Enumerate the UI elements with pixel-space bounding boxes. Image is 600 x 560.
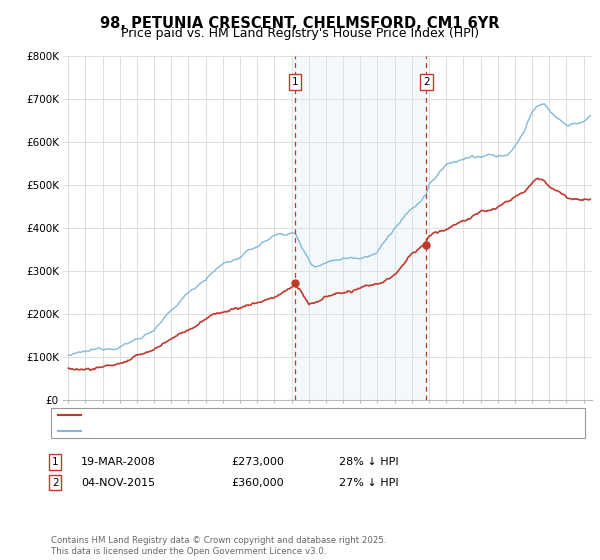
Text: 27% ↓ HPI: 27% ↓ HPI [339, 478, 398, 488]
Text: Contains HM Land Registry data © Crown copyright and database right 2025.
This d: Contains HM Land Registry data © Crown c… [51, 536, 386, 556]
Text: 04-NOV-2015: 04-NOV-2015 [81, 478, 155, 488]
Text: 19-MAR-2008: 19-MAR-2008 [81, 457, 156, 467]
Text: 28% ↓ HPI: 28% ↓ HPI [339, 457, 398, 467]
Text: 98, PETUNIA CRESCENT, CHELMSFORD, CM1 6YR: 98, PETUNIA CRESCENT, CHELMSFORD, CM1 6Y… [100, 16, 500, 31]
Text: 2: 2 [423, 77, 430, 87]
Bar [295, 56, 427, 400]
Text: £273,000: £273,000 [231, 457, 284, 467]
Text: 98, PETUNIA CRESCENT, CHELMSFORD, CM1 6YR (detached house): 98, PETUNIA CRESCENT, CHELMSFORD, CM1 6Y… [87, 410, 436, 420]
Text: 2: 2 [52, 478, 59, 488]
Text: HPI: Average price, detached house, Chelmsford: HPI: Average price, detached house, Chel… [87, 426, 340, 436]
Text: £360,000: £360,000 [231, 478, 284, 488]
Text: Price paid vs. HM Land Registry's House Price Index (HPI): Price paid vs. HM Land Registry's House … [121, 27, 479, 40]
Text: 1: 1 [292, 77, 298, 87]
Text: 1: 1 [52, 457, 59, 467]
